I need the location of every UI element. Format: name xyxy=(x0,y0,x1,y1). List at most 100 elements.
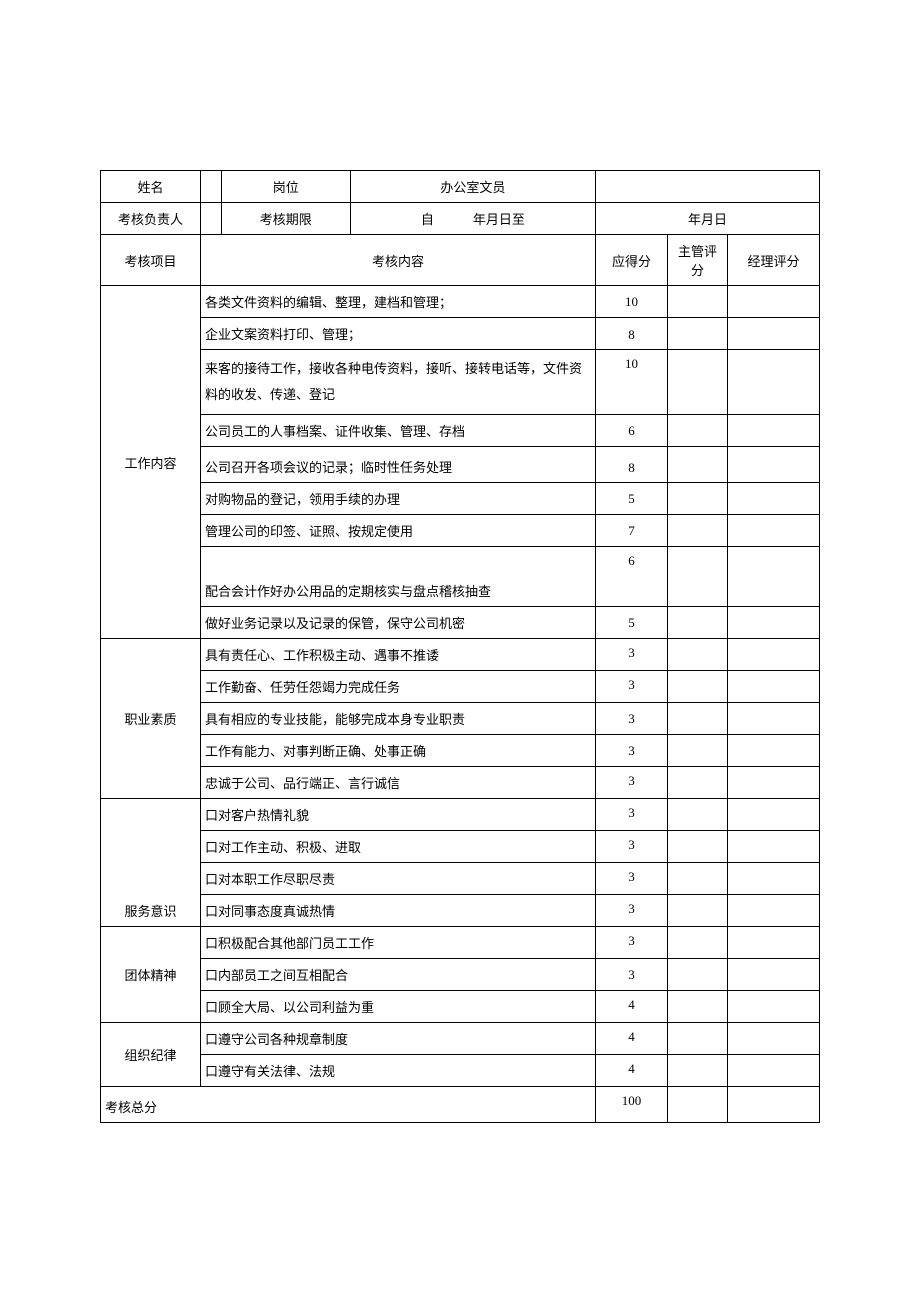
table-cell xyxy=(668,639,728,671)
table-cell xyxy=(668,607,728,639)
table-cell: 口内部员工之间互相配合 xyxy=(201,959,596,991)
table-cell: 3 xyxy=(596,671,668,703)
table-cell: 配合会计作好办公用品的定期核实与盘点稽核抽查 xyxy=(201,547,596,607)
table-cell: 管理公司的印签、证照、按规定使用 xyxy=(201,515,596,547)
table-cell xyxy=(668,927,728,959)
table-cell xyxy=(728,959,820,991)
table-cell xyxy=(668,318,728,350)
table-cell: 3 xyxy=(596,703,668,735)
table-cell xyxy=(728,703,820,735)
table-cell xyxy=(728,547,820,607)
table-cell: 3 xyxy=(596,927,668,959)
table-cell xyxy=(728,318,820,350)
table-cell xyxy=(728,515,820,547)
table-cell: 3 xyxy=(596,799,668,831)
table-cell: 工作有能力、对事判断正确、处事正确 xyxy=(201,735,596,767)
table-cell: 公司召开各项会议的记录；临时性任务处理 xyxy=(201,447,596,483)
table-cell: 企业文案资料打印、管理； xyxy=(201,318,596,350)
table-cell xyxy=(668,1023,728,1055)
table-cell xyxy=(668,831,728,863)
name-label: 姓名 xyxy=(101,171,201,203)
table-cell: 口顾全大局、以公司利益为重 xyxy=(201,991,596,1023)
table-cell: 口对工作主动、积极、进取 xyxy=(201,831,596,863)
col-score: 应得分 xyxy=(596,235,668,286)
total-score: 100 xyxy=(596,1087,668,1123)
table-cell: 3 xyxy=(596,895,668,927)
table-cell xyxy=(728,863,820,895)
period-value: 自 年月日至 xyxy=(350,203,595,235)
table-cell: 口对客户热情礼貌 xyxy=(201,799,596,831)
table-cell: 3 xyxy=(596,863,668,895)
table-cell: 3 xyxy=(596,831,668,863)
table-cell: 8 xyxy=(596,447,668,483)
table-cell xyxy=(728,895,820,927)
post-label: 岗位 xyxy=(221,171,350,203)
table-cell xyxy=(728,1055,820,1087)
table-cell xyxy=(668,799,728,831)
table-cell: 各类文件资料的编辑、整理，建档和管理； xyxy=(201,286,596,318)
table-cell: 公司员工的人事档案、证件收集、管理、存档 xyxy=(201,415,596,447)
table-cell: 3 xyxy=(596,959,668,991)
table-cell: 4 xyxy=(596,1055,668,1087)
table-cell xyxy=(728,831,820,863)
evaluation-table: 姓名 岗位 办公室文员 考核负责人 考核期限 自 年月日至 年月日 考核项目 考… xyxy=(100,170,820,1123)
table-cell: 做好业务记录以及记录的保管，保守公司机密 xyxy=(201,607,596,639)
table-cell: 口对同事态度真诚热情 xyxy=(201,895,596,927)
period-label: 考核期限 xyxy=(221,203,350,235)
table-cell xyxy=(668,547,728,607)
period-end: 年月日 xyxy=(596,203,820,235)
table-cell: 具有责任心、工作积极主动、遇事不推诿 xyxy=(201,639,596,671)
table-cell xyxy=(668,483,728,515)
table-cell xyxy=(728,671,820,703)
table-cell xyxy=(728,447,820,483)
table-cell: 3 xyxy=(596,767,668,799)
table-cell: 忠诚于公司、品行端正、言行诚信 xyxy=(201,767,596,799)
header-blank-1 xyxy=(596,171,820,203)
table-cell: 4 xyxy=(596,1023,668,1055)
table-cell: 4 xyxy=(596,991,668,1023)
table-cell xyxy=(728,350,820,415)
section-discipline-label: 组织纪律 xyxy=(101,1023,201,1087)
table-cell xyxy=(728,927,820,959)
table-cell: 10 xyxy=(596,350,668,415)
table-cell: 5 xyxy=(596,483,668,515)
table-cell xyxy=(728,735,820,767)
table-cell xyxy=(728,415,820,447)
total-label: 考核总分 xyxy=(101,1087,596,1123)
name-value xyxy=(201,171,222,203)
table-cell: 5 xyxy=(596,607,668,639)
table-cell: 8 xyxy=(596,318,668,350)
post-value: 办公室文员 xyxy=(350,171,595,203)
table-cell: 3 xyxy=(596,639,668,671)
table-cell xyxy=(668,735,728,767)
table-cell xyxy=(668,767,728,799)
table-cell: 工作勤奋、任劳任怨竭力完成任务 xyxy=(201,671,596,703)
table-cell xyxy=(668,895,728,927)
table-cell xyxy=(668,671,728,703)
table-cell: 具有相应的专业技能，能够完成本身专业职责 xyxy=(201,703,596,735)
table-cell xyxy=(668,415,728,447)
table-cell: 对购物品的登记，领用手续的办理 xyxy=(201,483,596,515)
table-cell: 7 xyxy=(596,515,668,547)
table-cell xyxy=(668,703,728,735)
reviewer-label: 考核负责人 xyxy=(101,203,201,235)
table-cell xyxy=(728,1023,820,1055)
table-cell xyxy=(668,515,728,547)
table-cell xyxy=(668,959,728,991)
table-cell xyxy=(668,350,728,415)
table-cell xyxy=(728,1087,820,1123)
table-cell xyxy=(668,447,728,483)
section-service-label: 服务意识 xyxy=(101,799,201,927)
reviewer-value xyxy=(201,203,222,235)
table-cell xyxy=(728,767,820,799)
table-cell xyxy=(668,1087,728,1123)
table-cell: 口对本职工作尽职尽责 xyxy=(201,863,596,895)
section-team-label: 团体精神 xyxy=(101,927,201,1023)
table-cell xyxy=(728,639,820,671)
table-cell xyxy=(728,991,820,1023)
table-cell: 10 xyxy=(596,286,668,318)
table-cell: 来客的接待工作，接收各种电传资料，接听、接转电话等，文件资料的收发、传递、登记 xyxy=(201,350,596,415)
table-cell: 6 xyxy=(596,415,668,447)
table-cell xyxy=(728,607,820,639)
col-content: 考核内容 xyxy=(201,235,596,286)
